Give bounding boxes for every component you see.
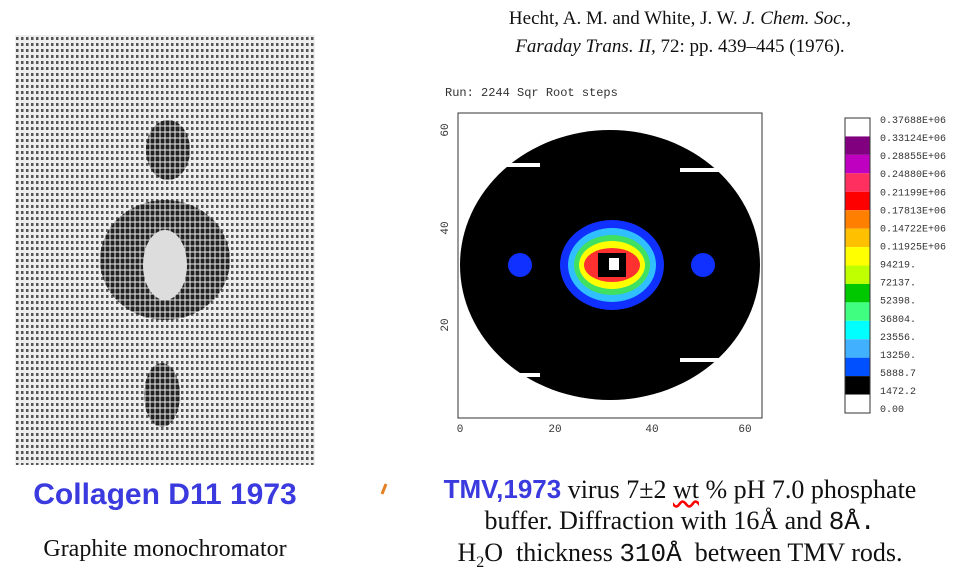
colorbar-label: 52398. bbox=[880, 297, 916, 308]
plot-spot bbox=[691, 253, 715, 277]
text: wt bbox=[672, 475, 699, 504]
colorbar-band bbox=[845, 228, 870, 248]
colorbar-label: 5888.7 bbox=[880, 369, 916, 380]
bullet-mark bbox=[380, 483, 388, 495]
text: O bbox=[484, 538, 504, 567]
colorbar-band bbox=[845, 376, 870, 395]
colorbar-label: 0.33124E+06 bbox=[880, 134, 946, 145]
colorbar-band bbox=[845, 118, 870, 137]
colorbar-band bbox=[845, 247, 870, 266]
text: 8Å. bbox=[828, 507, 876, 537]
colorbar-band bbox=[845, 357, 870, 377]
colorbar-label: 0.14722E+06 bbox=[880, 224, 946, 235]
colorbar-band bbox=[845, 154, 870, 174]
text: 2 bbox=[476, 554, 485, 572]
colorbar-band bbox=[845, 210, 870, 229]
y-tick-label: 40 bbox=[440, 221, 452, 234]
run-label: Run: 2244 Sqr Root steps bbox=[445, 86, 618, 100]
text: 16Å bbox=[733, 506, 779, 535]
text: buffer. Diffraction with bbox=[484, 506, 727, 535]
colorbar-label: 13250. bbox=[880, 351, 916, 362]
colorbar-label: 1472.2 bbox=[880, 387, 916, 398]
collagen-spot bbox=[144, 363, 180, 427]
plot-spot bbox=[508, 253, 532, 277]
text: virus 7±2 bbox=[567, 475, 667, 504]
colorbar-band bbox=[845, 283, 870, 303]
colorbar-band bbox=[845, 265, 870, 284]
y-tick-label: 20 bbox=[440, 318, 452, 331]
citation-line: Faraday Trans. II, 72: pp. 439–445 (1976… bbox=[380, 36, 972, 58]
description-line: TMV,1973 virus 7±2 wt % pH 7.0 phosphate bbox=[380, 474, 972, 505]
x-tick-label: 20 bbox=[548, 424, 561, 436]
text: % pH 7.0 phosphate bbox=[705, 475, 917, 504]
colorbar-band bbox=[845, 136, 870, 155]
collagen-spot bbox=[146, 120, 190, 180]
text: thickness bbox=[516, 538, 613, 567]
text: 72: pp. 439–445 (1976). bbox=[660, 36, 845, 57]
description-line: H2O thickness 310Å between TMV rods. bbox=[380, 538, 972, 572]
left-caption: Graphite monochromator bbox=[43, 536, 287, 562]
x-tick-label: 40 bbox=[645, 424, 658, 436]
y-ticks: 60 40 20 bbox=[440, 123, 452, 331]
text: H bbox=[457, 538, 477, 567]
plot-center bbox=[609, 258, 619, 270]
citation-line: Hecht, A. M. and White, J. W. J. Chem. S… bbox=[380, 8, 972, 30]
highlight: TMV,1973 bbox=[443, 474, 562, 504]
colorbar-band bbox=[845, 320, 870, 340]
colorbar-label: 0.11925E+06 bbox=[880, 242, 946, 253]
text: Hecht, A. M. and White, J. W. bbox=[508, 8, 738, 29]
colorbar-label: 94219. bbox=[880, 261, 916, 272]
text: 310Å bbox=[619, 539, 682, 569]
text: and bbox=[784, 506, 823, 535]
colorbar bbox=[845, 118, 870, 413]
colorbar-band bbox=[845, 191, 870, 211]
colorbar-label: 0.28855E+06 bbox=[880, 152, 946, 163]
colorbar-label: 0.21199E+06 bbox=[880, 188, 946, 199]
colorbar-label: 0.00 bbox=[880, 405, 904, 416]
description-line: buffer. Diffraction with 16Å and 8Å. bbox=[380, 506, 972, 537]
colorbar-band bbox=[845, 339, 870, 358]
colorbar-label: 0.17813E+06 bbox=[880, 206, 946, 217]
colorbar-label: 0.24880E+06 bbox=[880, 170, 946, 181]
colorbar-labels: 0.37688E+06 0.33124E+06 0.28855E+06 0.24880… bbox=[880, 116, 946, 416]
colorbar-band bbox=[845, 302, 870, 321]
colorbar-frame bbox=[844, 117, 871, 414]
colorbar-label: 36804. bbox=[880, 315, 916, 326]
text: between TMV rods. bbox=[694, 538, 903, 567]
colorbar-label: 0.37688E+06 bbox=[880, 116, 946, 127]
colorbar-band bbox=[845, 173, 870, 192]
x-tick-label: 60 bbox=[738, 424, 751, 436]
left-title: Collagen D11 1973 bbox=[33, 478, 297, 511]
text: Faraday Trans. II, bbox=[515, 36, 656, 57]
collagen-center bbox=[143, 230, 187, 300]
x-tick-label: 0 bbox=[457, 424, 464, 436]
text: J. Chem. Soc., bbox=[742, 8, 852, 29]
x-ticks: 0 20 40 60 bbox=[457, 424, 752, 436]
colorbar-band bbox=[845, 394, 870, 413]
colorbar-label: 72137. bbox=[880, 279, 916, 290]
y-tick-label: 60 bbox=[440, 123, 452, 136]
colorbar-label: 23556. bbox=[880, 333, 916, 344]
